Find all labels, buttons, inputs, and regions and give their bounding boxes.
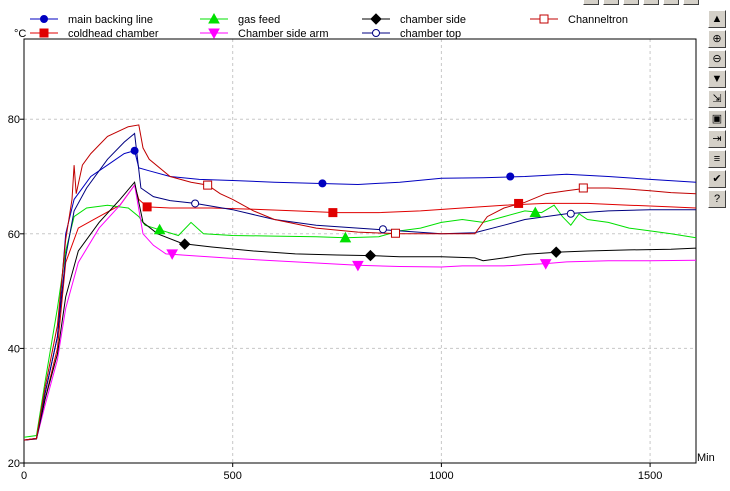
legend-entry: chamber top bbox=[400, 28, 461, 40]
grid bbox=[24, 39, 696, 463]
x-tick-label: 500 bbox=[224, 470, 242, 482]
series-markers bbox=[130, 146, 588, 272]
legend-entry: Chamber side arm bbox=[238, 28, 328, 40]
y-tick-label: 40 bbox=[8, 343, 20, 355]
triangle-down-icon: ▼ bbox=[711, 72, 723, 85]
scroll-down-button[interactable]: ▼ bbox=[708, 70, 726, 88]
zoom-out-icon: ⊖ bbox=[712, 52, 722, 65]
zoom-in-icon: ⊕ bbox=[712, 32, 722, 45]
color-lines-icon: ≡ bbox=[713, 152, 721, 165]
series-marker-4 bbox=[166, 249, 179, 260]
legend: main backing line coldhead chamber gas fee… bbox=[30, 12, 628, 40]
legend-marker bbox=[208, 12, 220, 24]
legend-entry: chamber side bbox=[400, 14, 466, 26]
series-marker-7 bbox=[390, 228, 400, 238]
series-line-2 bbox=[23, 183, 697, 441]
legend-entry: gas feed bbox=[238, 14, 280, 26]
legend-entry: coldhead chamber bbox=[68, 28, 159, 40]
disk-arrow-icon: ⇥ bbox=[712, 132, 722, 145]
series-marker-5 bbox=[550, 246, 562, 258]
save-button[interactable]: ▣ bbox=[708, 110, 726, 128]
disk-icon: ▣ bbox=[711, 112, 723, 125]
plot-frame bbox=[23, 38, 697, 464]
zoom-in-button[interactable]: ⊕ bbox=[708, 30, 726, 48]
top-strip-button[interactable] bbox=[683, 0, 699, 5]
help-button[interactable]: ? bbox=[708, 190, 726, 208]
y-tick-label: 80 bbox=[8, 114, 20, 126]
top-strip-button[interactable] bbox=[583, 0, 599, 5]
top-toolbar-strip bbox=[583, 0, 713, 6]
series-line-7 bbox=[23, 124, 697, 441]
export-button[interactable]: ⇥ bbox=[708, 130, 726, 148]
series-marker-2 bbox=[514, 198, 524, 208]
checkmark-icon: ✔ bbox=[712, 172, 722, 185]
y-tick-label: 20 bbox=[8, 458, 20, 470]
legend-marker bbox=[539, 14, 549, 24]
zoom-out-button[interactable]: ⊖ bbox=[708, 50, 726, 68]
series-marker-3 bbox=[339, 231, 352, 243]
series-marker-4 bbox=[539, 259, 552, 270]
legend-entry: Channeltron bbox=[568, 14, 628, 26]
triangle-up-icon: ▲ bbox=[711, 12, 723, 25]
series-marker-4 bbox=[352, 260, 364, 272]
series-line-5 bbox=[23, 181, 697, 441]
y-axis-unit: °C bbox=[14, 28, 26, 40]
series-line-6 bbox=[23, 132, 696, 441]
top-strip-button[interactable] bbox=[623, 0, 639, 5]
folder-arrow-icon: ⇲ bbox=[712, 92, 722, 105]
load-button[interactable]: ⇲ bbox=[708, 90, 726, 108]
series-marker-7 bbox=[578, 183, 588, 193]
x-axis-unit: Min bbox=[697, 452, 715, 464]
help-icon: ? bbox=[713, 192, 721, 205]
top-strip-button[interactable] bbox=[603, 0, 619, 5]
series-marker-5 bbox=[178, 238, 191, 250]
legend-marker bbox=[39, 28, 49, 38]
x-tick-label: 1500 bbox=[638, 470, 662, 482]
series-marker-3 bbox=[529, 206, 542, 218]
series-marker-6 bbox=[566, 209, 575, 218]
series-marker-2 bbox=[328, 208, 338, 218]
scroll-up-button[interactable]: ▲ bbox=[708, 10, 726, 28]
accept-button[interactable]: ✔ bbox=[708, 170, 726, 188]
series-line-3 bbox=[23, 204, 697, 438]
legend-entry: main backing line bbox=[68, 14, 153, 26]
y-tick-label: 60 bbox=[8, 229, 20, 241]
series-marker-6 bbox=[191, 199, 200, 208]
series-marker-1 bbox=[506, 172, 515, 181]
series-line-4 bbox=[23, 183, 697, 441]
series-marker-3 bbox=[153, 223, 166, 235]
series-lines bbox=[23, 124, 697, 441]
series-marker-6 bbox=[378, 225, 387, 234]
x-tick-label: 0 bbox=[21, 470, 27, 482]
legend-button[interactable]: ≡ bbox=[708, 150, 726, 168]
top-strip-button[interactable] bbox=[663, 0, 679, 5]
series-marker-1 bbox=[130, 146, 139, 155]
legend-marker bbox=[372, 29, 380, 37]
legend-marker bbox=[208, 28, 220, 40]
series-marker-7 bbox=[203, 180, 213, 190]
x-tick-label: 1000 bbox=[429, 470, 453, 482]
series-marker-5 bbox=[364, 249, 377, 262]
legend-marker bbox=[40, 15, 48, 23]
side-toolbar: ▲ ⊕ ⊖ ▼ ⇲ ▣ ⇥ ≡ ✔? bbox=[708, 10, 728, 210]
series-marker-2 bbox=[142, 202, 152, 212]
legend-marker bbox=[370, 13, 382, 25]
series-marker-1 bbox=[318, 179, 327, 188]
axes: 0 500 1000 1500 20 40 60 80 bbox=[8, 114, 663, 482]
top-strip-button[interactable] bbox=[643, 0, 659, 5]
